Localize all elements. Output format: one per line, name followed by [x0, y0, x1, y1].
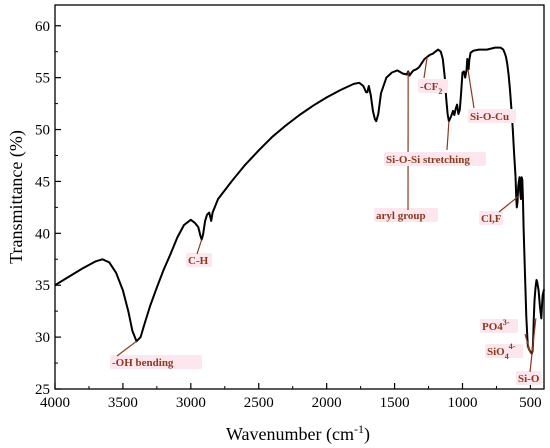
x-axis-ticks: 4000 3500 3000 2500 2000 1500 1000 500: [40, 383, 542, 411]
annotation-label: C-H: [188, 255, 209, 267]
x-tick-label-500: 500: [519, 395, 542, 411]
annotation-sup: 3-: [503, 318, 510, 327]
y-axis-ticks: 25 30 35 40 45 50 55 60: [35, 19, 61, 398]
annotation-leader: [526, 345, 531, 353]
annotation-leader: [524, 333, 531, 353]
x-tick-label-2500: 2500: [244, 395, 274, 411]
annotation-leader: [196, 239, 203, 255]
annotation-leader: [529, 318, 537, 373]
x-axis-label-sup: -1: [354, 422, 364, 436]
annotation-leader: [423, 56, 428, 79]
x-tick-label-2000: 2000: [312, 395, 342, 411]
annotation-text: Cl,F: [481, 213, 502, 225]
y-tick-label-50: 50: [35, 123, 50, 139]
annotation-bg: [186, 253, 212, 267]
annotation-text: SiO: [487, 346, 505, 358]
annotation-label: -OH bending: [112, 357, 174, 369]
annotation-label: -CF2: [420, 81, 442, 96]
annotation-label: Si-O-Si stretching: [386, 154, 470, 166]
x-tick-label-4000: 4000: [40, 395, 70, 411]
annotation-bg: [485, 344, 523, 358]
annotation-bg: [418, 79, 448, 93]
annotation-label: Cl,F: [481, 213, 502, 225]
annotation-sub: 2: [438, 87, 442, 96]
x-axis-label-tail: ): [364, 424, 370, 445]
annotation-bg: [384, 152, 486, 166]
annotation-label: PO43-: [482, 318, 510, 333]
annotation-bg: [479, 211, 503, 225]
annotation-bg: [468, 109, 516, 123]
annotation-text: aryl group: [376, 210, 426, 222]
annotation-label: SiO44-: [487, 342, 516, 361]
x-tick-label-3500: 3500: [108, 395, 138, 411]
plot-frame: [54, 4, 545, 390]
annotation-bg: [480, 319, 518, 333]
annotation-sup: 4-: [509, 342, 516, 351]
y-tick-label-45: 45: [35, 174, 50, 190]
x-axis-label: Wavenumber (cm-1): [226, 422, 370, 445]
x-tick-label-1000: 1000: [448, 395, 478, 411]
x-tick-label-1500: 1500: [380, 395, 410, 411]
annotation-leader: [116, 340, 137, 357]
annotation-text: PO4: [482, 321, 503, 333]
y-tick-label-35: 35: [35, 278, 50, 294]
annotation-leader: [446, 121, 450, 151]
y-tick-label-25: 25: [35, 382, 50, 398]
y-tick-label-40: 40: [35, 226, 50, 242]
annotation-bg: [110, 355, 202, 369]
spectrum-line: [54, 46, 545, 355]
annotation-text: Si-O: [518, 373, 540, 385]
y-tick-label-60: 60: [35, 19, 50, 35]
annotation-text: Si-O-Si stretching: [386, 154, 470, 166]
annotation-leader: [498, 195, 520, 213]
y-axis-label: Transmittance (%): [6, 130, 27, 264]
annotation-text: -OH bending: [112, 357, 174, 369]
annotation-bg: [516, 371, 542, 385]
annotation-text: Si-O-Cu: [470, 111, 509, 123]
annotation-label: Si-O-Cu: [470, 111, 509, 123]
annotation-leader: [467, 69, 475, 109]
y-tick-label-30: 30: [35, 330, 50, 346]
annotation-label: aryl group: [376, 210, 426, 222]
annotation-label: Si-O: [518, 373, 540, 385]
annotation-sub: 4: [505, 352, 509, 361]
x-tick-label-3000: 3000: [176, 395, 206, 411]
annotation-bg: [374, 208, 438, 222]
y-tick-label-55: 55: [35, 71, 50, 87]
annotations: -OH bending C-H aryl group -CF2 Si-O-Si stre…: [110, 56, 542, 385]
annotation-text: -CF: [420, 81, 439, 93]
annotation-text: C-H: [188, 255, 209, 267]
x-axis-label-main: Wavenumber (cm: [226, 424, 354, 445]
